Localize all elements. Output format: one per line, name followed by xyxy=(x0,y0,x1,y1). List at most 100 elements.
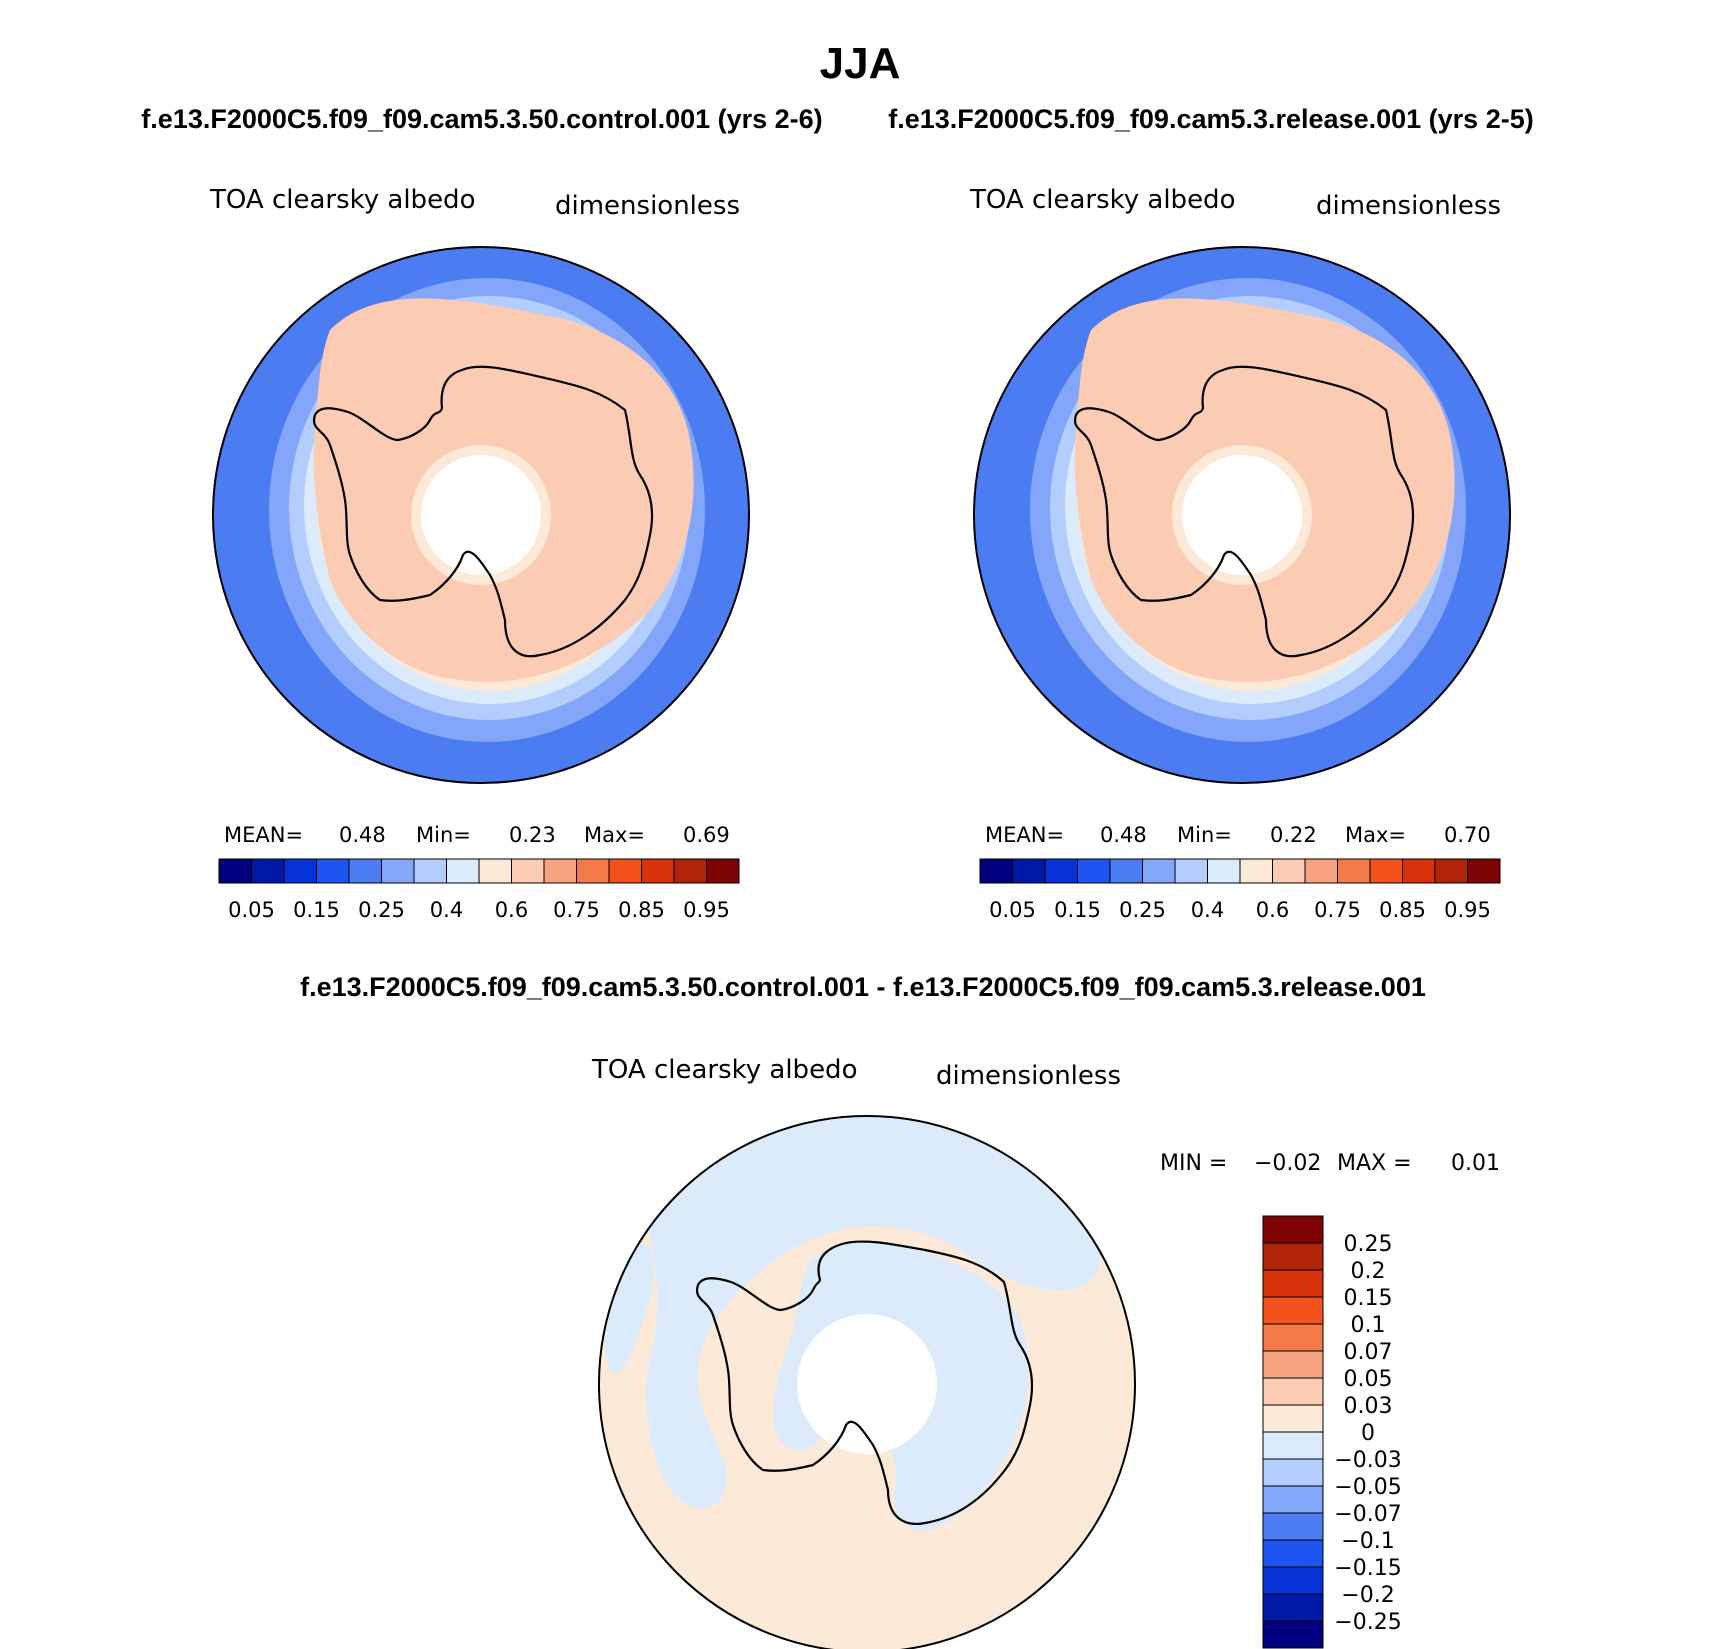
release-map-border xyxy=(973,246,1511,784)
diff-colorbar-swatch xyxy=(1262,1593,1324,1622)
control-colorbar-swatch xyxy=(641,858,675,884)
diff-case-title: f.e13.F2000C5.f09_f09.cam5.3.50.control.… xyxy=(300,972,1426,1002)
release-colorbar: 0.05 0.15 0.25 0.4 0.6 0.75 0.85 0.95 xyxy=(979,858,1501,922)
diff-colorbar-swatch xyxy=(1262,1620,1324,1649)
diff-variable-label: TOA clearsky albedo xyxy=(591,1055,857,1085)
left-case-title: f.e13.F2000C5.f09_f09.cam5.3.50.control.… xyxy=(141,104,822,134)
control-colorbar-swatch xyxy=(348,858,382,884)
control-polar-map xyxy=(213,247,749,783)
diff-max-value: 0.01 xyxy=(1451,1151,1500,1176)
control-colorbar-tick-label: 0.95 xyxy=(683,898,730,922)
control-colorbar-swatch xyxy=(446,858,480,884)
diff-colorbar-tick-label: 0.03 xyxy=(1344,1394,1393,1419)
diff-colorbar-tick-label: 0.07 xyxy=(1344,1340,1393,1365)
diff-colorbar-swatch xyxy=(1262,1512,1324,1541)
release-coastline xyxy=(1073,365,1415,658)
control-colorbar-swatch xyxy=(511,858,545,884)
season-title: JJA xyxy=(820,39,901,88)
right-case-title: f.e13.F2000C5.f09_f09.cam5.3.release.001… xyxy=(888,104,1533,134)
release-colorbar-swatch xyxy=(1109,858,1143,884)
control-max-label: Max= xyxy=(584,823,645,847)
release-colorbar-swatch xyxy=(1272,858,1306,884)
control-colorbar-swatch xyxy=(543,858,577,884)
diff-polar-map xyxy=(599,1116,1135,1649)
control-min-label: Min= xyxy=(416,823,471,847)
diff-colorbar-tick-label: −0.05 xyxy=(1334,1475,1401,1500)
diff-min-label: MIN = xyxy=(1160,1151,1227,1176)
release-colorbar-swatch xyxy=(1012,858,1046,884)
release-colorbar-swatch xyxy=(979,858,1013,884)
diff-colorbar-tick-label: 0.25 xyxy=(1344,1232,1393,1257)
diff-max-label: MAX = xyxy=(1337,1151,1412,1176)
diff-negative-area-north xyxy=(645,1116,1100,1509)
release-pole-mask xyxy=(1182,455,1302,575)
control-mean-label: MEAN= xyxy=(224,823,303,847)
control-colorbar-swatch xyxy=(706,858,740,884)
release-max-value: 0.70 xyxy=(1444,823,1491,847)
control-colorbar-swatch xyxy=(576,858,610,884)
diff-colorbar-tick-label: −0.03 xyxy=(1334,1448,1401,1473)
release-colorbar-tick-label: 0.85 xyxy=(1379,898,1426,922)
diff-colorbar-tick-label: −0.15 xyxy=(1334,1556,1401,1581)
control-variable-label: TOA clearsky albedo xyxy=(209,185,475,215)
diff-colorbar-tick-label: −0.07 xyxy=(1334,1502,1401,1527)
diff-colorbar: 0.250.20.150.10.070.050.030−0.03−0.05−0.… xyxy=(1262,1215,1402,1649)
control-map-border xyxy=(212,246,750,784)
diff-colorbar-swatch xyxy=(1262,1404,1324,1433)
release-colorbar-tick-label: 0.95 xyxy=(1444,898,1491,922)
diff-colorbar-swatch xyxy=(1262,1566,1324,1595)
control-colorbar-tick-label: 0.05 xyxy=(228,898,275,922)
release-colorbar-tick-label: 0.75 xyxy=(1314,898,1361,922)
control-coastline xyxy=(312,365,654,658)
diff-colorbar-swatch xyxy=(1262,1296,1324,1325)
diff-colorbar-tick-label: 0 xyxy=(1361,1421,1375,1446)
release-colorbar-tick-label: 0.4 xyxy=(1191,898,1224,922)
control-colorbar-swatch xyxy=(251,858,285,884)
release-units-label: dimensionless xyxy=(1316,191,1501,221)
difference-panel: TOA clearsky albedo dimensionless MIN = … xyxy=(591,1055,1500,1649)
diff-units-label: dimensionless xyxy=(936,1061,1121,1091)
release-colorbar-tick-label: 0.15 xyxy=(1054,898,1101,922)
diff-map-border xyxy=(598,1115,1136,1649)
diff-colorbar-tick-label: 0.15 xyxy=(1344,1286,1393,1311)
control-pole-mask xyxy=(421,455,541,575)
release-colorbar-swatch xyxy=(1174,858,1208,884)
release-panel: TOA clearsky albedo dimensionless MEAN= … xyxy=(969,185,1511,922)
control-colorbar-swatch xyxy=(673,858,707,884)
control-colorbar-swatch xyxy=(381,858,415,884)
diff-colorbar-tick-label: −0.1 xyxy=(1341,1529,1394,1554)
release-polar-map xyxy=(974,247,1510,783)
release-colorbar-swatch xyxy=(1077,858,1111,884)
control-min-value: 0.23 xyxy=(509,823,556,847)
control-colorbar-swatch xyxy=(218,858,252,884)
diff-colorbar-swatch xyxy=(1262,1215,1324,1244)
control-colorbar-swatch xyxy=(478,858,512,884)
release-colorbar-swatch xyxy=(1337,858,1371,884)
release-min-label: Min= xyxy=(1177,823,1232,847)
release-max-label: Max= xyxy=(1345,823,1406,847)
control-colorbar-tick-label: 0.75 xyxy=(553,898,600,922)
diff-colorbar-tick-label: −0.25 xyxy=(1334,1610,1401,1635)
control-colorbar-swatch xyxy=(413,858,447,884)
control-colorbar-swatch xyxy=(283,858,317,884)
release-colorbar-swatch xyxy=(1239,858,1273,884)
release-colorbar-swatch xyxy=(1434,858,1468,884)
control-colorbar: 0.05 0.15 0.25 0.4 0.6 0.75 0.85 0.95 xyxy=(218,858,740,922)
control-panel: TOA clearsky albedo dimensionless MEAN= … xyxy=(209,185,750,922)
diff-colorbar-tick-label: 0.2 xyxy=(1351,1259,1386,1284)
control-colorbar-swatch xyxy=(316,858,350,884)
control-colorbar-tick-label: 0.15 xyxy=(293,898,340,922)
control-colorbar-tick-label: 0.25 xyxy=(358,898,405,922)
control-mean-value: 0.48 xyxy=(339,823,386,847)
diff-colorbar-swatch xyxy=(1262,1269,1324,1298)
release-colorbar-swatch xyxy=(1369,858,1403,884)
release-mean-value: 0.48 xyxy=(1100,823,1147,847)
diff-pole-mask xyxy=(797,1314,937,1454)
diff-coastline xyxy=(695,1240,1034,1525)
release-colorbar-swatch xyxy=(1402,858,1436,884)
release-variable-label: TOA clearsky albedo xyxy=(969,185,1235,215)
diff-colorbar-swatch xyxy=(1262,1458,1324,1487)
diff-colorbar-swatch xyxy=(1262,1539,1324,1568)
release-colorbar-swatch xyxy=(1304,858,1338,884)
diff-colorbar-tick-label: 0.1 xyxy=(1351,1313,1386,1338)
